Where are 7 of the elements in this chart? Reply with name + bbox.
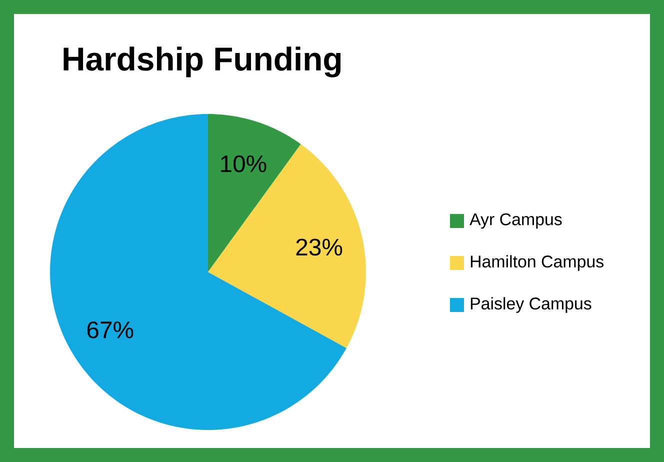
chart-title: Hardship Funding [64,46,341,78]
legend-label: Hamilton Campus [470,255,604,271]
legend-label: Paisley Campus [470,297,592,313]
data-label: 23% [296,238,342,256]
data-label: 67% [87,321,134,338]
legend-label: Ayr Campus [470,213,562,229]
data-label: 10% [221,155,266,172]
